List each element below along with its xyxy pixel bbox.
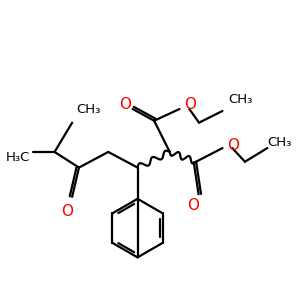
Text: O: O [227,138,239,153]
Text: CH₃: CH₃ [267,136,291,149]
Text: CH₃: CH₃ [76,103,101,116]
Text: H₃C: H₃C [6,151,30,164]
Text: O: O [184,97,196,112]
Text: O: O [119,97,131,112]
Text: O: O [187,198,199,213]
Text: CH₃: CH₃ [228,93,252,106]
Text: O: O [61,204,73,219]
